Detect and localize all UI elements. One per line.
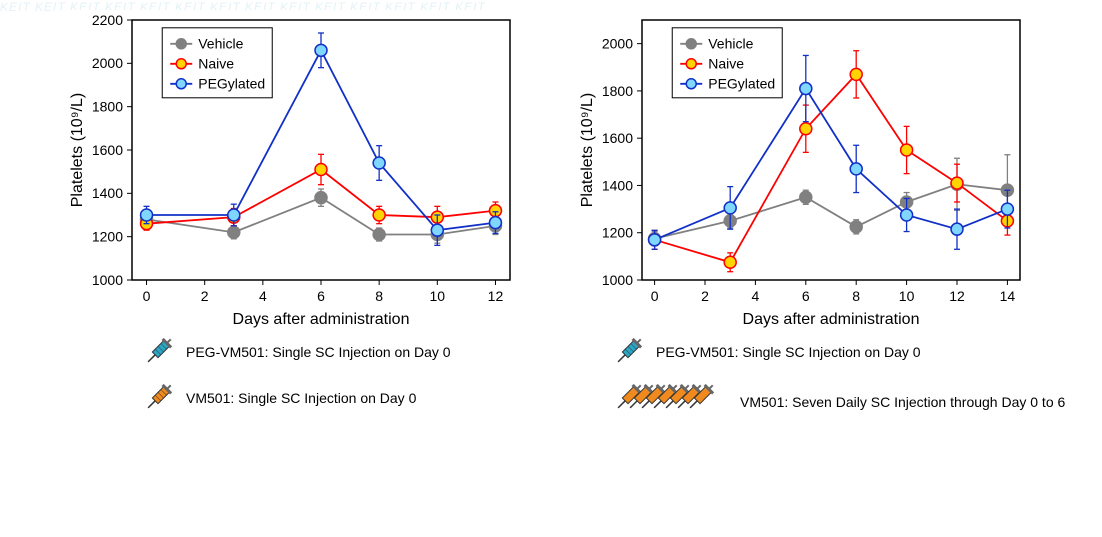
annotation-text: PEG-VM501: Single SC Injection on Day 0 [186,344,451,360]
svg-text:1800: 1800 [602,83,633,99]
svg-text:PEGylated: PEGylated [198,76,265,92]
svg-text:1200: 1200 [92,229,123,245]
annotation-row: PEG-VM501: Single SC Injection on Day 0 [610,334,1065,370]
svg-text:0: 0 [651,288,659,304]
svg-text:10: 10 [430,288,446,304]
svg-text:Days after administration: Days after administration [743,311,920,328]
svg-text:1000: 1000 [602,272,633,288]
annotation-text: VM501: Seven Daily SC Injection through … [740,394,1065,410]
annotation-text: VM501: Single SC Injection on Day 0 [186,390,416,406]
panels: 0 2 4 6 8 10 12 1000 1200 1400 1600 1800 2000 2200 Day… [0,0,1102,330]
svg-text:Days after administration: Days after administration [233,311,410,328]
syringe-icon [140,380,176,416]
svg-text:12: 12 [488,288,504,304]
svg-text:2: 2 [201,288,209,304]
annotation-text: PEG-VM501: Single SC Injection on Day 0 [656,344,921,360]
svg-text:1600: 1600 [92,142,123,158]
annotations-left: PEG-VM501: Single SC Injection on Day 0 … [140,334,570,424]
svg-text:6: 6 [317,288,325,304]
svg-text:8: 8 [852,288,860,304]
svg-text:4: 4 [259,288,267,304]
svg-text:Platelets (10⁹/L): Platelets (10⁹/L) [69,93,86,207]
svg-text:1600: 1600 [602,130,633,146]
svg-text:Platelets (10⁹/L): Platelets (10⁹/L) [579,93,596,207]
svg-text:2: 2 [701,288,709,304]
svg-text:Vehicle: Vehicle [708,36,753,52]
svg-text:14: 14 [1000,288,1016,304]
annotations-right: PEG-VM501: Single SC Injection on Day 0 [610,334,1065,424]
annotation-row: PEG-VM501: Single SC Injection on Day 0 [140,334,570,370]
svg-text:1000: 1000 [92,272,123,288]
svg-text:1400: 1400 [92,185,123,201]
svg-text:Vehicle: Vehicle [198,36,243,52]
left-panel: 0 2 4 6 8 10 12 1000 1200 1400 1600 1800 2000 2200 Day… [60,10,530,330]
annotation-row: VM501: Seven Daily SC Injection through … [610,380,1065,424]
right-panel: 0 2 4 6 8 10 12 14 1000 1200 1400 1600 1800 2000 Days … [570,10,1040,330]
svg-text:12: 12 [949,288,965,304]
svg-text:1800: 1800 [92,99,123,115]
syringe-icon [610,334,646,370]
svg-text:2200: 2200 [92,12,123,28]
svg-text:8: 8 [375,288,383,304]
syringe-icon [140,334,176,370]
syringe-multi-icon [610,380,730,424]
svg-text:6: 6 [802,288,810,304]
svg-text:2000: 2000 [92,55,123,71]
svg-text:0: 0 [143,288,151,304]
chart-left: 0 2 4 6 8 10 12 1000 1200 1400 1600 1800 2000 2200 Day… [60,10,530,330]
svg-text:PEGylated: PEGylated [708,76,775,92]
svg-text:Naive: Naive [198,56,234,72]
svg-text:1400: 1400 [602,177,633,193]
annotations: PEG-VM501: Single SC Injection on Day 0 … [0,334,1102,424]
chart-right: 0 2 4 6 8 10 12 14 1000 1200 1400 1600 1800 2000 Days … [570,10,1040,330]
svg-text:10: 10 [899,288,915,304]
svg-text:Naive: Naive [708,56,744,72]
svg-text:4: 4 [752,288,760,304]
annotation-row: VM501: Single SC Injection on Day 0 [140,380,570,416]
svg-text:1200: 1200 [602,225,633,241]
svg-text:2000: 2000 [602,36,633,52]
